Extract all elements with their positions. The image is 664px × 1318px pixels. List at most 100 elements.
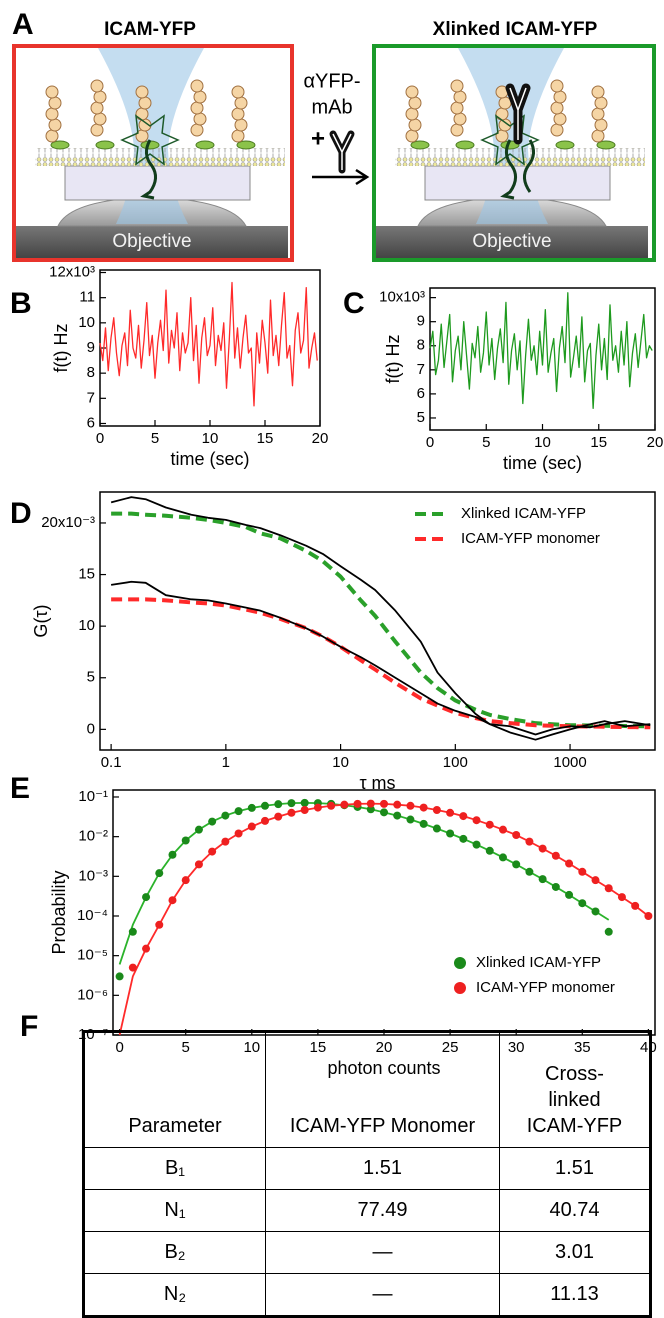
legend-marker [454,957,466,969]
anchor [596,140,616,150]
bead [48,96,62,110]
x-axis-label: τ ms [359,773,395,793]
data-point [419,803,428,812]
data-point [393,811,402,820]
data-point [525,867,534,876]
data-point [340,800,349,809]
data-point [274,812,283,821]
data-point [472,840,481,849]
data-point [261,801,270,810]
bead [234,96,248,110]
y-tick-label: 10⁻⁶ [77,986,108,1003]
x-tick-label: 20 [647,434,664,451]
data-point [538,844,547,853]
data-point [578,867,587,876]
table-row: N₁ 77.49 40.74 [83,1189,651,1232]
box [12,44,294,262]
y-tick-label: 10x10³ [379,289,425,306]
box-title: Xlinked ICAM-YFP [433,19,598,40]
data-point [631,901,640,910]
data-point [353,799,362,808]
bead [591,107,605,121]
data-point [168,896,177,905]
table-row: B₁ 1.51 1.51 [83,1147,651,1190]
data-point [247,803,256,812]
x-tick-label: 0 [96,430,104,447]
data-point [380,799,388,808]
bead [594,96,608,110]
anchor [236,140,256,150]
y-tick-label: 12x10³ [49,263,95,280]
bead [90,79,104,93]
y-axis-label: f(t) Hz [51,324,71,373]
x-tick-label: 5 [151,430,159,447]
data-point [181,836,190,845]
table-cell: 1.51 [499,1147,651,1190]
antibody [509,87,527,140]
bead [45,129,59,143]
table-cell: 40.74 [499,1189,651,1232]
panel-letter: D [10,497,32,530]
bead [190,101,204,115]
data-point [485,846,494,855]
table-cell: N₁ [83,1189,266,1232]
bead [231,129,245,143]
x-tick-label: 15 [590,434,607,451]
data-point [446,808,455,817]
antibody-icon [332,133,352,170]
y-tick-label: 10⁻⁵ [77,947,108,964]
scene [375,47,649,259]
data-point [432,805,441,814]
bead [93,112,107,126]
bead [135,107,149,121]
bead [193,90,207,104]
data-point [142,893,151,902]
table-cell: — [265,1231,500,1274]
data-point [221,811,230,820]
data-point [142,944,151,953]
data-point [538,875,547,884]
data-point [181,876,190,885]
y-tick-label: 10 [78,617,95,634]
y-axis-label: G(τ) [31,604,51,637]
x-tick-label: 20 [312,430,329,447]
data-point [380,808,388,817]
plot-frame [99,491,656,751]
data-point [300,805,309,814]
data-point [393,800,402,809]
bead [450,123,464,137]
legend-label: Xlinked ICAM-YFP [476,954,601,971]
legend-label: ICAM-YFP monomer [461,530,600,547]
bead [553,90,567,104]
y-tick-label: 10⁻² [78,828,108,845]
table-cell: — [265,1273,500,1317]
bead [550,101,564,115]
data-point [208,847,217,856]
table-cell: 11.13 [499,1273,651,1317]
data-line [429,292,653,409]
bead [453,112,467,126]
data-point [194,860,203,869]
y-tick-label: 6 [87,414,95,431]
table-cell: 1.51 [265,1147,500,1190]
data-line [110,580,651,736]
data-point [234,829,243,838]
bead [450,79,464,93]
y-tick-label: 10 [78,314,95,331]
bead [408,96,422,110]
y-tick-label: 15 [78,566,95,583]
data-point [525,837,534,846]
box-title: ICAM-YFP [104,19,196,40]
box [372,44,656,262]
table-cell: B₁ [83,1147,266,1190]
bead [231,107,245,121]
y-tick-label: 7 [417,361,425,378]
bead [591,85,605,99]
x-axis-label: time (sec) [170,449,249,469]
data-point [261,816,270,825]
scene [15,47,289,259]
panel-letter: B [10,287,32,320]
table-row: N₂ —11.13 [83,1273,651,1317]
data-point [459,812,468,821]
bead [495,107,509,121]
